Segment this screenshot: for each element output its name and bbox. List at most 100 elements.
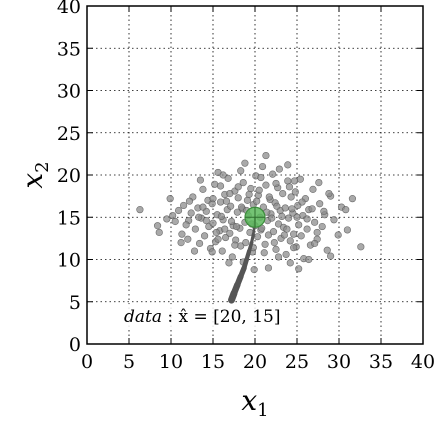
x-tick-label: 30 <box>327 351 351 373</box>
data-point <box>253 197 261 205</box>
data-point <box>283 225 291 233</box>
data-point <box>272 245 280 253</box>
data-point <box>226 189 234 198</box>
data-point <box>270 239 278 247</box>
data-point <box>303 215 311 223</box>
data-point <box>250 266 258 274</box>
trajectory-segment <box>250 232 255 245</box>
data-point <box>184 235 192 243</box>
data-point <box>218 247 226 255</box>
data-point <box>308 205 316 213</box>
data-point <box>297 232 305 240</box>
data-point <box>342 206 350 214</box>
data-point <box>217 212 225 221</box>
data-point <box>234 183 242 191</box>
data-point <box>222 197 231 205</box>
data-point <box>269 228 278 236</box>
data-point <box>227 217 236 226</box>
data-point <box>196 176 204 184</box>
annotation-italic: data <box>124 307 162 327</box>
data-point <box>214 235 222 243</box>
data-point <box>313 228 321 237</box>
data-point <box>316 200 324 208</box>
data-point <box>232 222 241 231</box>
x-tick-labels: 0 5 10 15 20 25 30 35 40 <box>81 351 435 373</box>
y-tick-label: 15 <box>57 207 81 229</box>
data-point <box>284 161 292 169</box>
data-point <box>275 165 283 173</box>
data-point <box>191 225 199 233</box>
y-axis-title-main: x <box>16 173 49 189</box>
data-point <box>231 241 239 249</box>
data-point <box>227 202 235 210</box>
x-tick-label: 40 <box>411 351 435 373</box>
data-point <box>285 214 293 222</box>
data-point <box>185 197 194 205</box>
data-point <box>284 177 292 185</box>
data-point <box>233 208 241 216</box>
data-point <box>311 218 319 226</box>
data-point <box>195 213 203 221</box>
data-point <box>245 190 253 199</box>
data-point <box>273 202 281 210</box>
data-point <box>327 252 335 260</box>
data-point <box>343 226 352 234</box>
annotation-background <box>118 304 278 328</box>
data-point <box>209 195 217 203</box>
data-point <box>264 264 273 272</box>
y-tick-label: 35 <box>57 38 81 60</box>
data-point <box>290 244 298 252</box>
data-point <box>274 253 283 261</box>
data-point <box>174 206 183 215</box>
y-tick-label: 5 <box>69 292 81 314</box>
data-point <box>296 175 304 183</box>
data-point <box>311 239 319 248</box>
data-point <box>272 179 280 188</box>
data-point <box>212 228 220 237</box>
y-tick-label: 25 <box>57 123 81 145</box>
y-tick-label: 30 <box>57 81 81 103</box>
data-point <box>325 189 333 198</box>
data-point <box>258 162 267 171</box>
data-point <box>287 193 295 201</box>
data-point <box>257 173 265 182</box>
data-point <box>290 230 298 238</box>
data-point <box>136 206 144 214</box>
data-point <box>228 253 236 261</box>
data-point <box>298 198 306 206</box>
data-point <box>269 170 277 178</box>
data-point <box>253 233 262 241</box>
data-point <box>265 193 273 201</box>
data-point <box>320 207 328 215</box>
data-point <box>216 182 225 190</box>
y-tick-labels: 0 5 10 15 20 25 30 35 40 <box>57 0 81 356</box>
y-tick-label: 20 <box>57 165 81 187</box>
data-point <box>243 196 252 204</box>
data-point <box>262 151 270 160</box>
x-tick-label: 10 <box>159 351 183 373</box>
data-point <box>195 239 204 248</box>
x-axis-title: x1 <box>241 384 268 421</box>
x-tick-label: 25 <box>285 351 309 373</box>
data-point <box>315 179 323 187</box>
data-point <box>226 229 234 237</box>
data-point <box>202 217 210 225</box>
data-point <box>281 204 289 212</box>
data-point <box>309 185 317 193</box>
data-point <box>278 212 286 221</box>
data-point <box>303 225 311 233</box>
data-point <box>153 222 162 230</box>
data-point <box>190 247 199 255</box>
y-tick-label: 40 <box>57 0 81 18</box>
data-point <box>216 198 225 206</box>
x-tick-label: 35 <box>369 351 393 373</box>
data-point <box>295 265 303 273</box>
data-point <box>318 222 326 231</box>
x-tick-label: 20 <box>243 351 267 373</box>
data-point <box>247 184 255 193</box>
data-point <box>237 167 245 175</box>
data-point <box>348 195 357 203</box>
data-point <box>163 215 171 223</box>
data-point <box>201 232 209 240</box>
data-point <box>255 186 263 194</box>
